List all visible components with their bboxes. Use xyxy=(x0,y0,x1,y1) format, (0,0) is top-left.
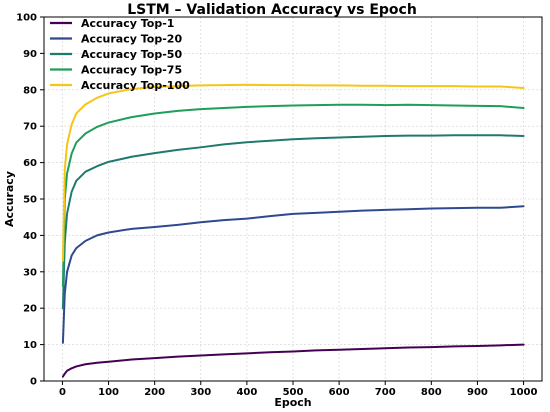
y-tick-label: 10 xyxy=(23,340,37,351)
y-tick-label: 50 xyxy=(23,195,37,206)
grid xyxy=(44,16,542,382)
x-tick-label: 300 xyxy=(190,387,211,398)
y-tick-label: 80 xyxy=(23,85,37,96)
legend-label-3: Accuracy Top-50 xyxy=(81,48,182,61)
legend-label-4: Accuracy Top-75 xyxy=(81,64,182,77)
legend-label-2: Accuracy Top-20 xyxy=(81,33,182,46)
y-tick-label: 20 xyxy=(23,304,37,315)
series-line-1 xyxy=(61,343,525,378)
series-lines xyxy=(61,83,525,378)
x-tick-label: 400 xyxy=(236,387,257,398)
x-tick-label: 200 xyxy=(144,387,165,398)
legend: Accuracy Top-1 Accuracy Top-20 Accuracy To… xyxy=(50,17,190,92)
legend-label-5: Accuracy Top-100 xyxy=(81,79,190,92)
y-tick-label: 0 xyxy=(30,377,37,388)
axes: 0 100 200 300 400 500 600 700 800 900 1000 0 10 20 30 4… xyxy=(16,13,543,398)
series-line-3 xyxy=(61,134,525,310)
x-tick-label: 800 xyxy=(421,387,442,398)
legend-label-1: Accuracy Top-1 xyxy=(81,17,174,30)
x-tick-label: 700 xyxy=(375,387,396,398)
x-tick-label: 0 xyxy=(59,387,66,398)
series-line-4 xyxy=(61,103,525,288)
x-tick-label: 500 xyxy=(283,387,304,398)
y-axis-label: Accuracy xyxy=(3,171,16,227)
chart-title: LSTM – Validation Accuracy vs Epoch xyxy=(127,2,417,18)
y-tick-label: 60 xyxy=(23,158,37,169)
y-tick-label: 70 xyxy=(23,122,37,133)
y-tick-label: 30 xyxy=(23,267,37,278)
x-axis-label: Epoch xyxy=(274,396,311,409)
y-tick-label: 100 xyxy=(16,13,37,24)
x-tick-label: 600 xyxy=(329,387,350,398)
series-line-2 xyxy=(61,205,525,344)
x-tick-label: 100 xyxy=(98,387,119,398)
x-tick-label: 900 xyxy=(467,387,488,398)
x-tick-label: 1000 xyxy=(510,387,538,398)
y-tick-label: 90 xyxy=(23,49,37,60)
y-tick-label: 40 xyxy=(23,231,37,242)
series-line-5 xyxy=(61,83,525,262)
